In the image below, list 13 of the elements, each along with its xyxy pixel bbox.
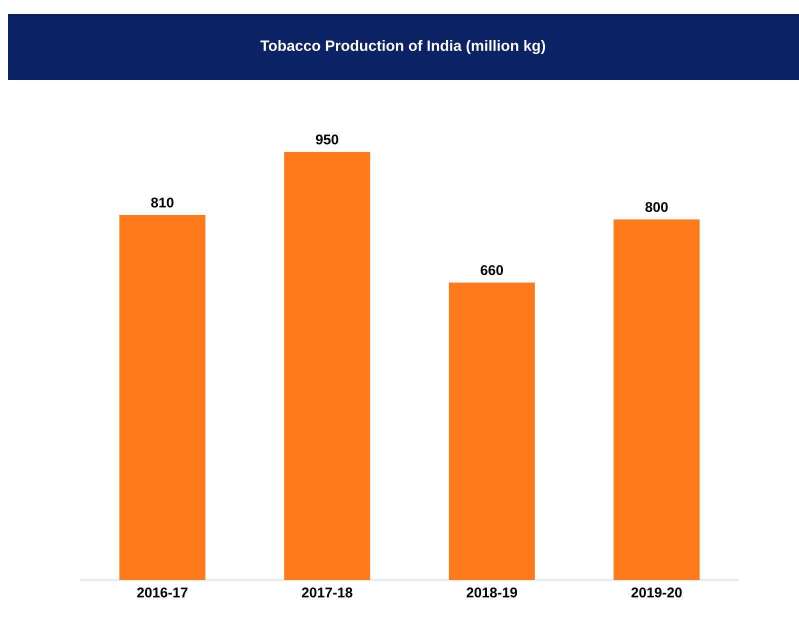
x-tick-label: 2018-19 [466,588,518,598]
chart-title: Tobacco Production of India (million kg) [260,40,546,54]
data-label: 800 [645,202,668,212]
bar [119,215,206,580]
bar [614,220,700,580]
data-label: 810 [151,198,174,208]
x-tick-label: 2019-20 [631,588,682,598]
bar [284,152,370,580]
bar [448,282,535,580]
data-label: 950 [316,134,338,144]
x-tick-label: 2017-18 [302,588,352,598]
data-label: 660 [480,265,503,276]
x-tick-label: 2016-17 [137,588,188,598]
